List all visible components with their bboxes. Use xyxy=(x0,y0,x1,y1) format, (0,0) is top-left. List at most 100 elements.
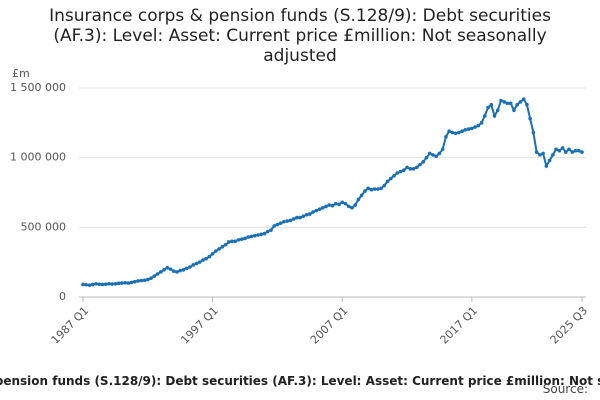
x-tick-label: 2025 Q3 xyxy=(548,304,591,347)
data-point xyxy=(369,187,374,192)
data-point xyxy=(508,101,513,106)
data-point xyxy=(220,245,225,249)
data-point xyxy=(554,147,558,152)
data-point xyxy=(84,282,89,287)
data-point xyxy=(473,125,477,129)
data-point xyxy=(227,240,231,244)
y-tick-label: 1 000 000 xyxy=(10,151,66,164)
data-point xyxy=(214,249,218,253)
data-point xyxy=(457,130,461,135)
data-point xyxy=(346,204,351,209)
data-point xyxy=(327,203,332,207)
data-point xyxy=(126,281,131,285)
data-point xyxy=(557,148,562,153)
data-point xyxy=(447,129,451,133)
data-point xyxy=(304,212,309,217)
data-point xyxy=(405,165,409,170)
data-point xyxy=(437,151,442,156)
data-point xyxy=(103,282,108,286)
data-point xyxy=(573,148,578,153)
data-point xyxy=(356,197,361,202)
data-point xyxy=(217,247,221,251)
data-point xyxy=(282,219,286,224)
data-point xyxy=(100,282,105,287)
data-point xyxy=(311,210,315,214)
data-point xyxy=(489,102,494,107)
data-point xyxy=(308,212,312,216)
data-point xyxy=(191,263,195,267)
data-point xyxy=(515,102,519,107)
data-point xyxy=(359,193,364,198)
data-point xyxy=(330,203,335,208)
data-point xyxy=(350,206,354,210)
data-point xyxy=(414,165,419,170)
data-point xyxy=(427,151,432,156)
x-tick-label: 2007 Q1 xyxy=(308,304,351,347)
data-point xyxy=(249,234,254,239)
data-point xyxy=(353,203,357,207)
x-tick-label: 1997 Q1 xyxy=(178,304,221,347)
data-point xyxy=(382,183,387,188)
data-point xyxy=(87,283,92,287)
y-tick-label: 1 500 000 xyxy=(10,81,66,94)
data-point xyxy=(133,279,137,284)
data-point xyxy=(340,200,345,205)
data-point xyxy=(376,187,380,191)
data-point xyxy=(158,270,163,274)
data-point xyxy=(256,233,260,237)
data-point xyxy=(431,153,435,157)
data-point xyxy=(239,237,244,241)
data-point xyxy=(372,187,377,191)
data-point xyxy=(171,269,176,274)
data-point xyxy=(320,206,325,210)
data-point xyxy=(366,186,370,191)
data-point xyxy=(476,123,481,128)
data-point xyxy=(512,108,516,113)
data-point xyxy=(525,102,529,107)
data-point xyxy=(152,274,157,278)
data-point xyxy=(259,232,264,237)
data-point xyxy=(495,108,500,113)
data-point xyxy=(466,127,471,131)
data-point xyxy=(120,281,124,285)
data-point xyxy=(541,151,545,156)
data-point xyxy=(278,221,283,225)
data-point xyxy=(531,130,536,135)
x-tick-label: 1987 Q1 xyxy=(49,304,92,347)
data-point xyxy=(324,204,328,209)
data-point xyxy=(576,148,581,153)
data-point xyxy=(317,207,322,212)
data-point xyxy=(395,171,400,175)
data-point xyxy=(197,260,202,264)
footer-title: Insurance corps & pension funds (S.128/9… xyxy=(0,374,600,388)
data-point xyxy=(210,252,215,256)
data-point xyxy=(175,270,179,274)
data-point xyxy=(333,201,338,206)
data-point xyxy=(521,97,526,101)
data-point xyxy=(246,235,251,239)
data-point xyxy=(567,147,571,152)
data-point xyxy=(90,282,95,287)
data-point xyxy=(538,153,542,157)
data-point xyxy=(94,281,98,286)
data-point xyxy=(204,256,208,261)
data-point xyxy=(418,162,422,167)
data-point xyxy=(181,268,186,272)
y-axis-label: £m xyxy=(12,67,30,80)
data-point xyxy=(184,266,189,271)
data-point xyxy=(136,279,140,283)
data-point xyxy=(123,280,127,285)
data-point xyxy=(113,281,118,286)
data-point xyxy=(288,218,293,223)
data-point xyxy=(444,134,448,139)
data-point xyxy=(230,239,234,244)
data-point xyxy=(97,282,102,286)
data-point xyxy=(408,167,413,171)
data-point xyxy=(298,215,302,220)
data-point xyxy=(453,131,458,136)
data-point xyxy=(479,121,484,125)
data-point xyxy=(139,278,144,283)
data-point xyxy=(434,154,438,159)
